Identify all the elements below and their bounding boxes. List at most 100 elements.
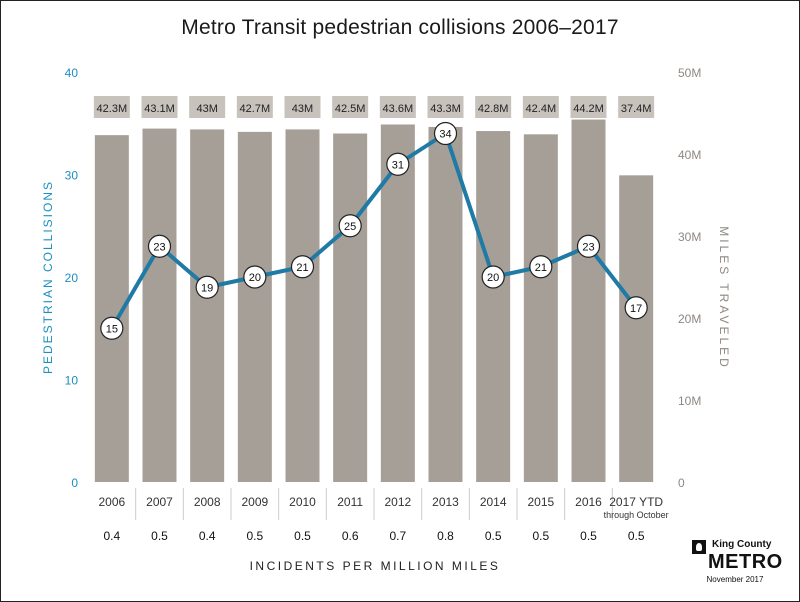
bar-label-box	[522, 96, 559, 118]
bar-value-label: 43M	[196, 103, 217, 115]
category-label: 2012	[384, 495, 411, 509]
mile-bar	[285, 129, 320, 482]
right-tick-label: 50M	[678, 66, 701, 80]
crown-logo-icon	[692, 540, 706, 554]
collision-point	[481, 265, 505, 289]
bar-label-box	[570, 96, 607, 118]
category-label: 2008	[194, 495, 221, 509]
right-tick-label: 30M	[678, 230, 701, 244]
rate-value: 0.4	[103, 529, 120, 543]
bar-label-box	[189, 96, 226, 118]
bar-label-box	[284, 96, 321, 118]
left-tick-label: 30	[65, 169, 79, 183]
right-tick-label: 20M	[678, 312, 701, 326]
collision-point	[624, 296, 648, 320]
collision-point	[386, 152, 410, 176]
bar-label-box	[141, 96, 178, 118]
bar-value-label: 37.4M	[621, 103, 652, 115]
bar-value-label: 42.7M	[240, 103, 271, 115]
rate-value: 0.5	[246, 529, 263, 543]
bar-label-box	[379, 96, 416, 118]
collision-value-label: 15	[106, 323, 118, 335]
bar-label-box	[236, 96, 273, 118]
category-label: 2017 YTD	[609, 495, 663, 509]
category-label: 2010	[289, 495, 316, 509]
category-note: through October	[604, 510, 669, 520]
rate-value: 0.8	[437, 529, 454, 543]
logo-line2: METRO	[708, 551, 783, 573]
right-tick-label: 0	[678, 476, 685, 490]
bar-value-label: 43.3M	[430, 103, 461, 115]
collision-value-label: 20	[249, 272, 261, 284]
collision-point	[147, 234, 172, 258]
rate-value: 0.6	[342, 529, 359, 543]
bar-label-box	[475, 96, 512, 118]
collision-value-label: 17	[630, 303, 642, 315]
category-label: 2011	[337, 495, 363, 509]
rate-value: 0.5	[580, 529, 597, 543]
mile-bar	[523, 134, 558, 482]
bar-value-label: 42.5M	[335, 103, 366, 115]
mile-bar	[237, 131, 272, 483]
bar-value-label: 43.1M	[144, 103, 175, 115]
rate-value: 0.4	[199, 529, 216, 543]
right-axis-title: MILES TRAVELED	[717, 226, 731, 370]
bar-value-label: 43M	[292, 103, 313, 115]
collision-value-label: 23	[153, 241, 165, 253]
category-label: 2013	[432, 495, 459, 509]
chart-title: Metro Transit pedestrian collisions 2006…	[181, 16, 619, 39]
left-tick-label: 10	[65, 374, 79, 388]
collision-point	[433, 121, 458, 146]
mile-bar	[476, 131, 511, 483]
mile-bar	[428, 126, 463, 482]
rate-value: 0.5	[294, 529, 311, 543]
bar-value-label: 42.8M	[478, 103, 509, 115]
collision-value-label: 23	[582, 241, 594, 253]
rate-value: 0.7	[389, 529, 406, 543]
logo-line1: King County	[712, 539, 772, 550]
bar-label-box	[618, 96, 655, 118]
collision-value-label: 34	[439, 129, 451, 141]
collision-value-label: 20	[487, 272, 499, 284]
rate-value: 0.5	[532, 529, 549, 543]
mile-bar	[619, 175, 654, 482]
category-label: 2014	[480, 495, 507, 509]
collision-value-label: 31	[392, 159, 404, 171]
left-tick-label: 0	[71, 476, 78, 490]
category-label: 2015	[527, 495, 554, 509]
collision-value-label: 21	[535, 262, 547, 274]
category-label: 2016	[575, 495, 602, 509]
category-label: 2009	[241, 495, 268, 509]
collision-point	[338, 214, 362, 238]
collision-point	[243, 265, 267, 289]
bar-label-box	[93, 96, 130, 118]
rate-value: 0.5	[485, 529, 502, 543]
category-label: 2007	[146, 495, 173, 509]
collision-point	[195, 275, 219, 299]
collision-value-label: 19	[201, 282, 213, 294]
mile-bar	[571, 119, 606, 482]
right-tick-label: 10M	[678, 394, 701, 408]
collision-point	[529, 255, 553, 279]
collision-point	[290, 255, 315, 279]
bar-value-label: 43.6M	[383, 103, 414, 115]
bar-label-box	[332, 96, 369, 118]
mile-bar	[190, 129, 225, 482]
left-tick-label: 40	[65, 66, 79, 80]
date-label: November 2017	[706, 575, 764, 584]
collision-point	[100, 316, 124, 340]
rate-value: 0.5	[628, 529, 645, 543]
collision-point	[576, 234, 601, 258]
right-tick-label: 40M	[678, 148, 701, 162]
bar-value-label: 42.4M	[526, 103, 557, 115]
mile-bar	[380, 124, 415, 482]
collision-value-label: 25	[344, 221, 356, 233]
bar-value-label: 42.3M	[97, 103, 128, 115]
bar-label-box	[427, 96, 464, 118]
category-label: 2006	[98, 495, 125, 509]
collision-value-label: 21	[296, 262, 308, 274]
left-axis-title: PEDESTRIAN COLLISIONS	[41, 180, 55, 374]
left-tick-label: 20	[65, 271, 79, 285]
mile-bar	[333, 133, 368, 482]
